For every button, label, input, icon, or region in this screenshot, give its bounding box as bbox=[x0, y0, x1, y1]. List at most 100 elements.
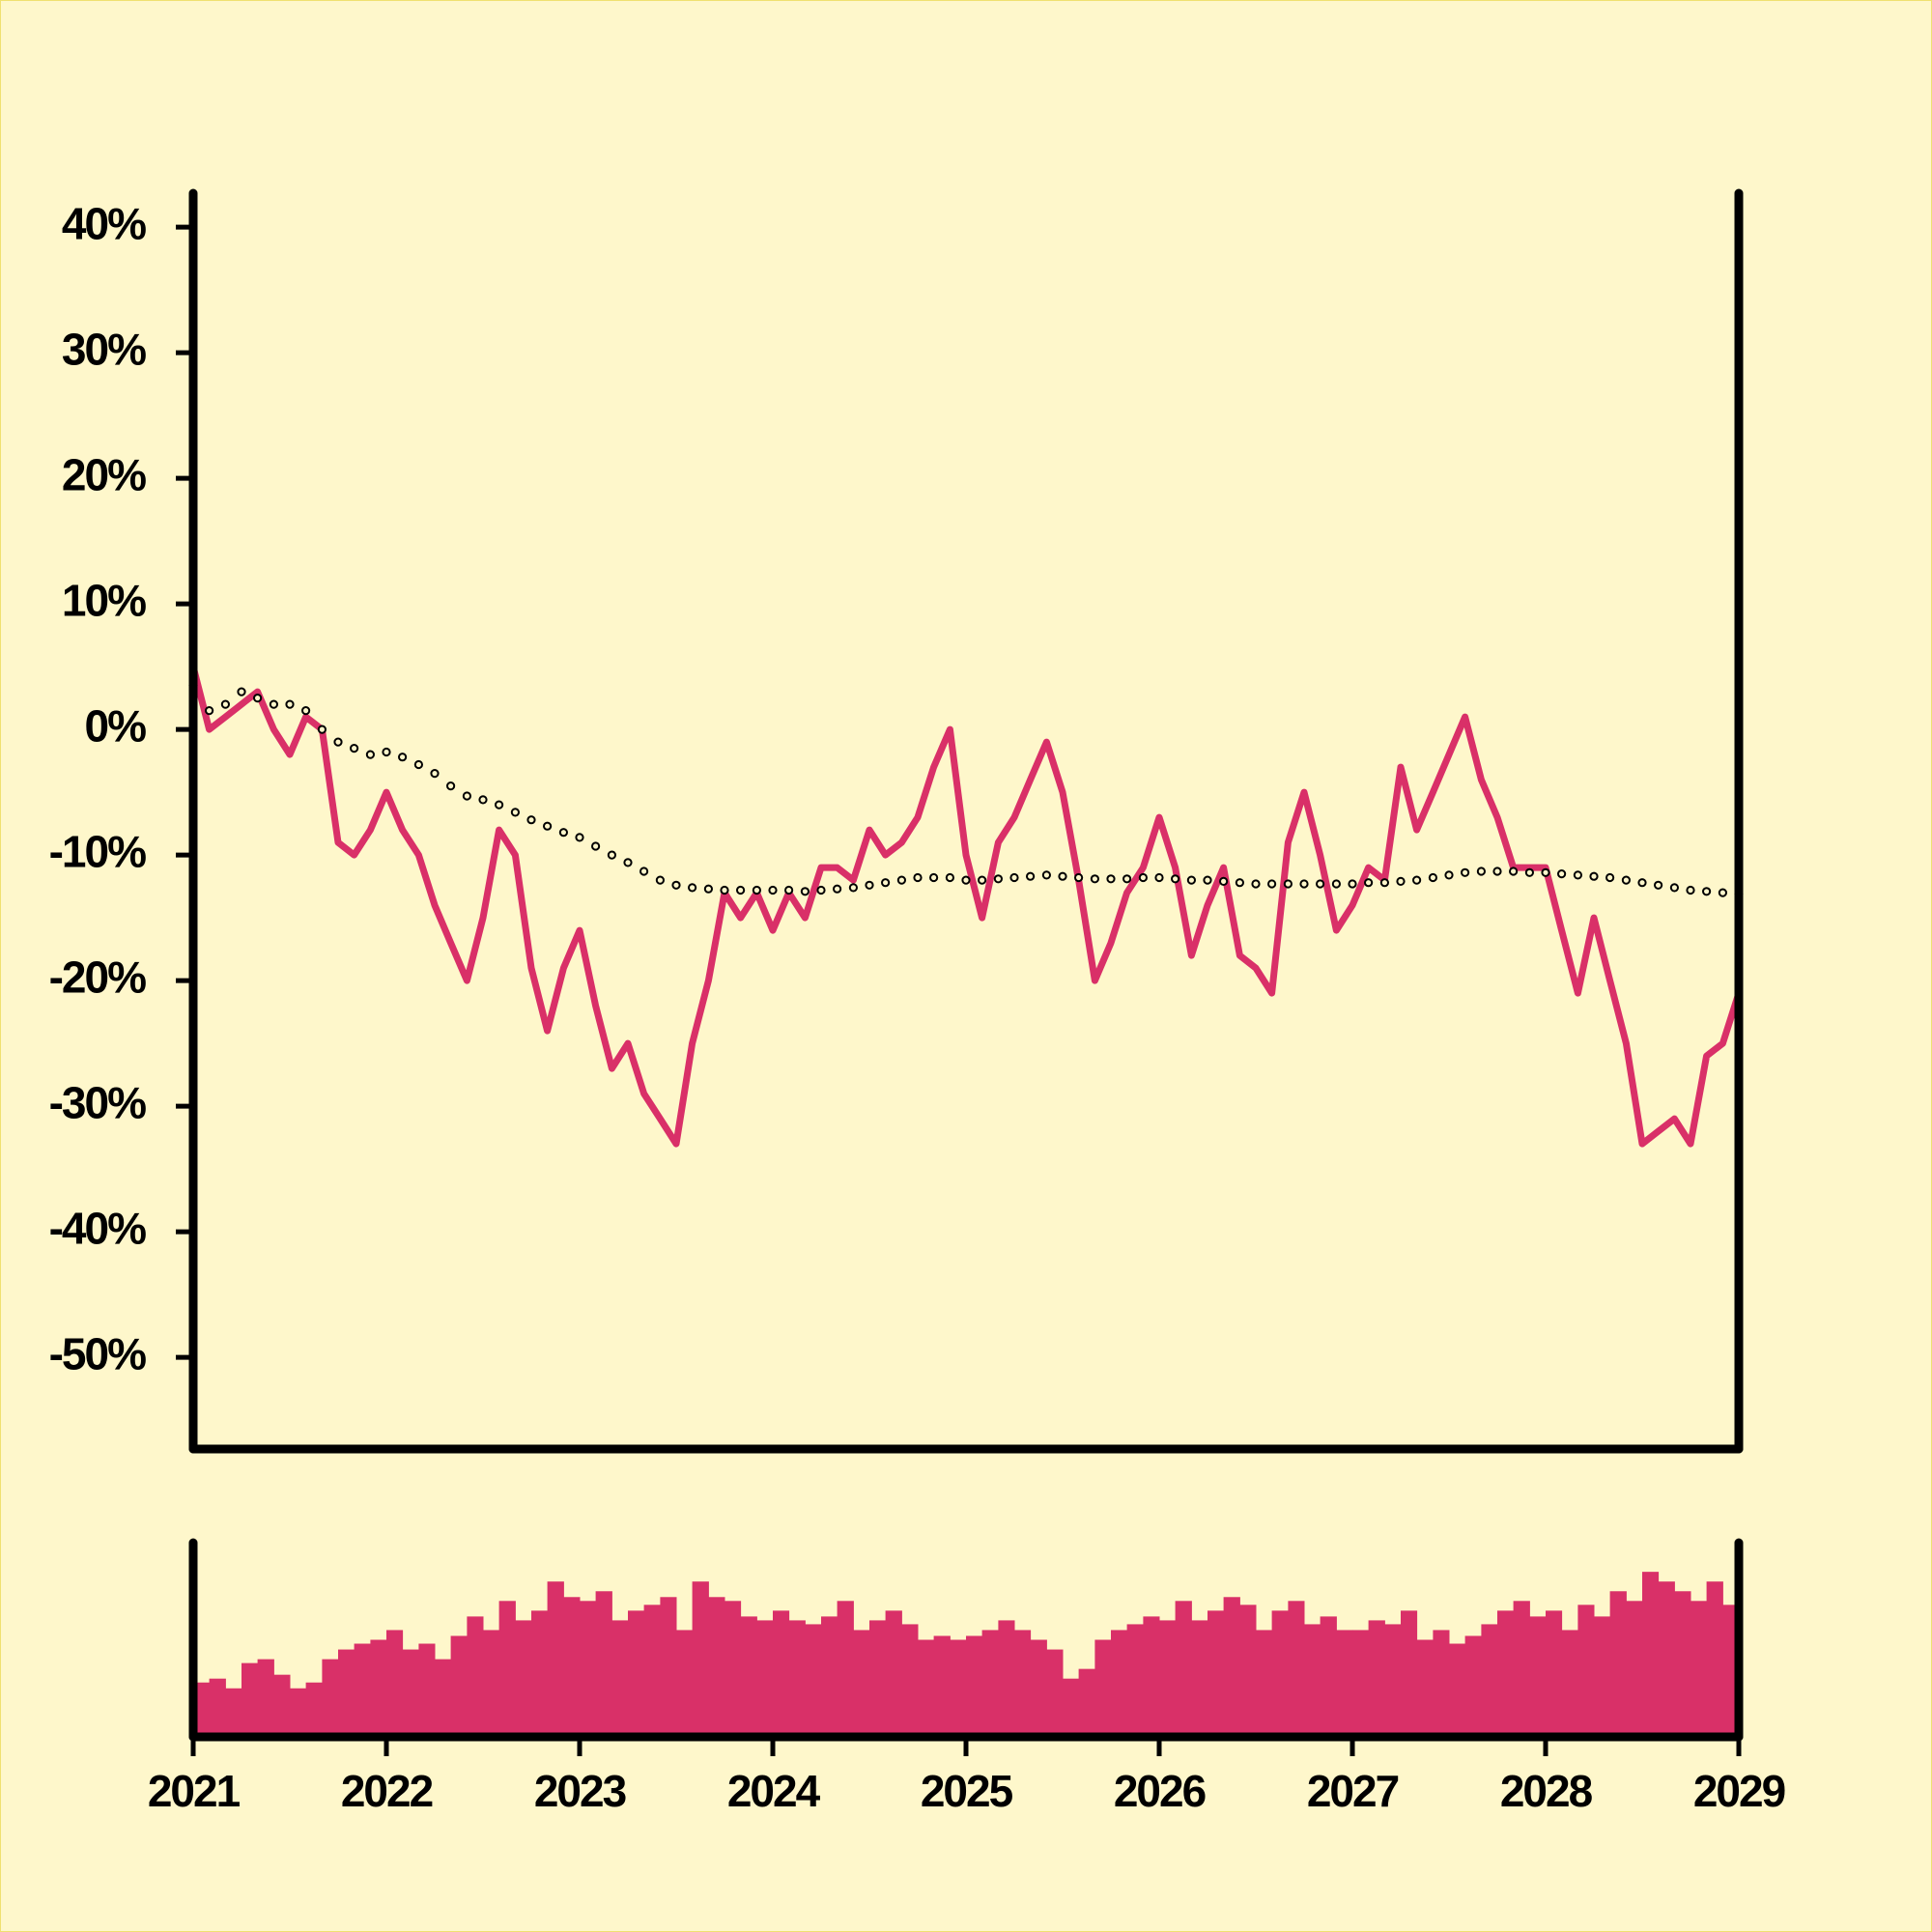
volume-bar bbox=[1304, 1624, 1321, 1737]
moving-average-dot bbox=[478, 795, 488, 805]
moving-average-dot bbox=[1621, 875, 1632, 885]
volume-bar bbox=[322, 1659, 339, 1737]
moving-average-dot bbox=[865, 880, 874, 890]
moving-average-dot bbox=[253, 694, 263, 703]
volume-bar bbox=[450, 1635, 468, 1737]
moving-average-dot bbox=[768, 885, 778, 895]
moving-average-dot bbox=[1026, 871, 1036, 881]
moving-average-dot bbox=[1541, 867, 1550, 877]
moving-average-dot bbox=[671, 880, 681, 890]
volume-bar bbox=[483, 1630, 500, 1737]
moving-average-dot bbox=[1509, 867, 1519, 876]
moving-average-dot bbox=[1074, 872, 1084, 883]
moving-average-dot bbox=[237, 687, 246, 696]
volume-bar bbox=[290, 1688, 307, 1737]
volume-bar bbox=[756, 1620, 774, 1737]
volume-bar bbox=[1690, 1601, 1708, 1737]
volume-bar bbox=[1464, 1635, 1482, 1737]
moving-average-dot bbox=[1605, 872, 1615, 883]
moving-average-dot bbox=[285, 699, 295, 709]
moving-average-dot bbox=[333, 737, 343, 747]
volume-bar bbox=[869, 1620, 887, 1737]
volume-bar bbox=[885, 1610, 902, 1737]
y-tick-label: 20% bbox=[62, 449, 146, 499]
volume-bar bbox=[370, 1639, 387, 1737]
moving-average-dot bbox=[784, 885, 794, 895]
volume-bar bbox=[1449, 1643, 1466, 1737]
moving-average-dot bbox=[1348, 879, 1357, 889]
x-tick-label: 2022 bbox=[341, 1766, 433, 1816]
x-tick-label: 2025 bbox=[921, 1766, 1013, 1816]
y-tick-label: -20% bbox=[49, 952, 146, 1002]
volume-bar bbox=[273, 1674, 291, 1737]
y-tick-label: -40% bbox=[49, 1203, 146, 1253]
volume-bar bbox=[1497, 1610, 1515, 1737]
volume-bar bbox=[242, 1662, 259, 1737]
moving-average-dot bbox=[220, 699, 230, 709]
volume-bar bbox=[1481, 1624, 1498, 1737]
moving-average-dot bbox=[736, 885, 746, 895]
moving-average-dot bbox=[1492, 867, 1502, 876]
volume-bar bbox=[418, 1643, 436, 1737]
moving-average-dot bbox=[1203, 875, 1212, 885]
volume-bar bbox=[1046, 1649, 1064, 1737]
volume-bar bbox=[1433, 1630, 1450, 1737]
volume-bar bbox=[305, 1682, 323, 1737]
moving-average-dot bbox=[1235, 878, 1245, 888]
volume-bar bbox=[901, 1624, 919, 1737]
moving-average-dot bbox=[1219, 876, 1229, 887]
volume-bar bbox=[1143, 1616, 1160, 1737]
moving-average-dot bbox=[558, 828, 569, 838]
moving-average-dot bbox=[1106, 874, 1116, 884]
volume-bar bbox=[1223, 1597, 1240, 1737]
volume-bar bbox=[1594, 1616, 1611, 1737]
volume-bar bbox=[1336, 1630, 1353, 1737]
moving-average-dot bbox=[929, 872, 939, 883]
volume-bar bbox=[1658, 1581, 1675, 1737]
volume-bar bbox=[1529, 1616, 1547, 1737]
x-tick-label: 2023 bbox=[534, 1766, 626, 1816]
moving-average-dot bbox=[1444, 870, 1454, 880]
moving-average-dot bbox=[1122, 874, 1132, 884]
moving-average-dot bbox=[1058, 871, 1067, 881]
volume-bar bbox=[1706, 1581, 1723, 1737]
volume-bar bbox=[1609, 1591, 1627, 1737]
volume-bar bbox=[354, 1643, 371, 1737]
volume-bar bbox=[1626, 1601, 1643, 1737]
moving-average-dot bbox=[382, 747, 391, 757]
moving-average-dot bbox=[655, 875, 666, 885]
volume-bar bbox=[1094, 1639, 1112, 1737]
moving-average-dot bbox=[1283, 879, 1293, 889]
moving-average-dot bbox=[1669, 883, 1680, 893]
volume-bar bbox=[998, 1620, 1015, 1737]
moving-average-dot bbox=[703, 884, 714, 894]
moving-average-dot bbox=[398, 753, 408, 762]
volume-bar bbox=[837, 1601, 854, 1737]
volume-bar bbox=[1239, 1605, 1257, 1737]
volume-bar bbox=[805, 1624, 822, 1737]
volume-bar bbox=[628, 1610, 645, 1737]
volume-bar bbox=[386, 1630, 404, 1737]
moving-average-dot bbox=[1396, 876, 1406, 887]
x-tick-label: 2024 bbox=[727, 1766, 821, 1816]
volume-bar bbox=[1191, 1620, 1208, 1737]
moving-average-dot bbox=[607, 850, 617, 860]
moving-average-dot bbox=[720, 885, 729, 895]
volume-bar bbox=[1416, 1639, 1434, 1737]
moving-average-dot bbox=[848, 883, 859, 893]
moving-average-dot bbox=[543, 821, 553, 831]
volume-bar bbox=[611, 1620, 629, 1737]
volume-bar bbox=[981, 1630, 999, 1737]
moving-average-dot bbox=[1476, 867, 1487, 876]
volume-bar bbox=[1320, 1616, 1337, 1737]
moving-average-dot bbox=[1524, 867, 1535, 877]
volume-bar bbox=[933, 1635, 951, 1737]
y-tick-label: 30% bbox=[62, 324, 146, 374]
moving-average-dot bbox=[1154, 872, 1164, 883]
volume-bar bbox=[531, 1610, 549, 1737]
volume-bar bbox=[338, 1649, 355, 1737]
moving-average-dot bbox=[510, 808, 521, 817]
volume-bar bbox=[467, 1616, 484, 1737]
moving-average-dot bbox=[961, 875, 971, 885]
